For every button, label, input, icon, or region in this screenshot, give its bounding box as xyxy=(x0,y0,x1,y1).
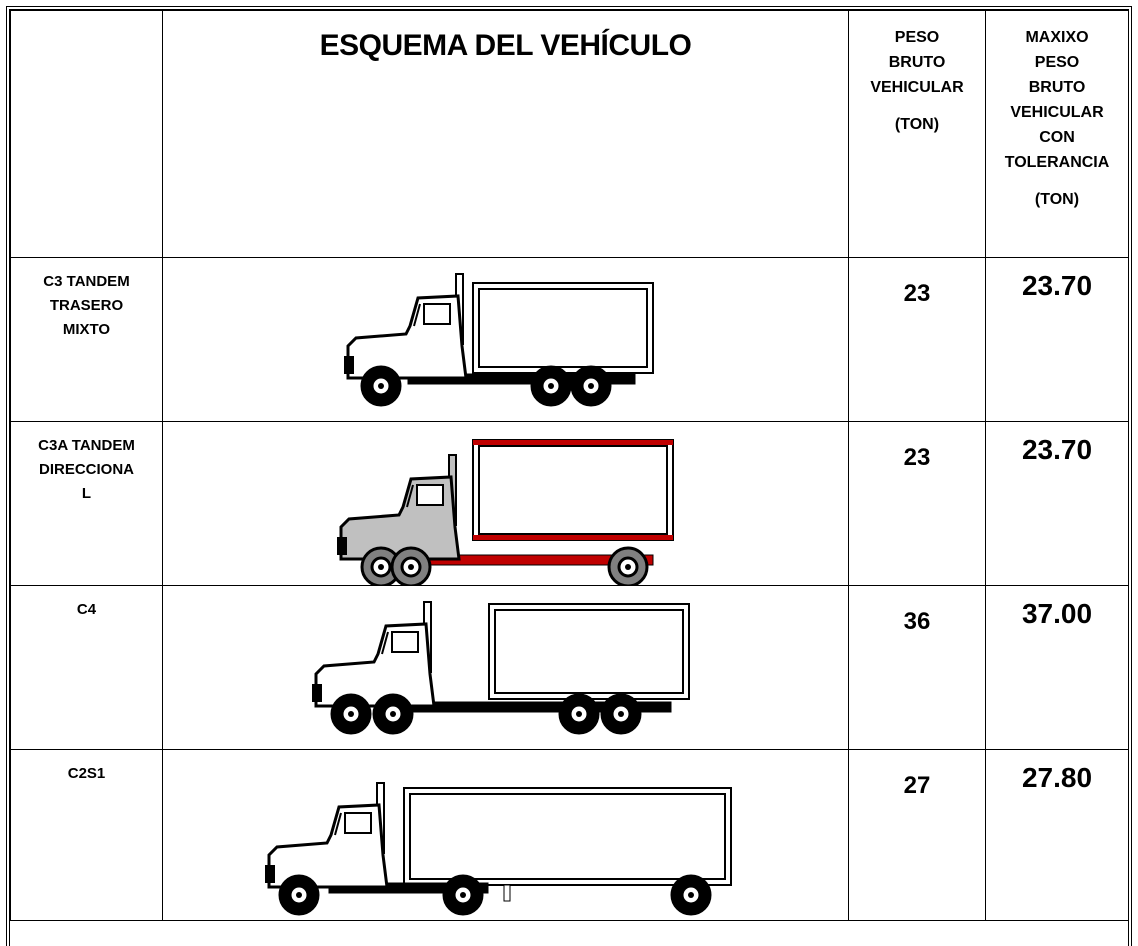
wheel-center xyxy=(378,564,384,570)
gross-weight-cell: 36 xyxy=(848,585,986,750)
header-text: ESQUEMA DEL VEHÍCULO xyxy=(319,29,692,62)
truck-drawing xyxy=(344,273,654,407)
scheme-cell xyxy=(162,257,849,422)
box-trim xyxy=(473,535,673,540)
max-weight-cell: 37.00 xyxy=(985,585,1129,750)
windshield xyxy=(381,631,389,655)
bumper xyxy=(337,537,347,555)
gross-weight: 23 xyxy=(903,444,931,471)
vehicle-class: MIXTO xyxy=(62,321,111,338)
cargo-box-inner xyxy=(494,609,684,694)
max-weight-cell: 27.80 xyxy=(985,749,1129,921)
vehicle-table: ESQUEMA DEL VEHÍCULO PESO BRUTO VEHICULA… xyxy=(10,10,1129,921)
vehicle-class-cell: C2S1 xyxy=(10,749,163,921)
cab-window xyxy=(391,631,419,653)
truck-drawing xyxy=(337,439,674,585)
header-text: CON xyxy=(1039,129,1075,146)
cargo-box-inner xyxy=(478,288,648,368)
vehicle-class: C3A TANDEM xyxy=(38,437,135,454)
wheel-center xyxy=(548,383,554,389)
bumper xyxy=(344,356,354,374)
header-text: MAXIXO xyxy=(1025,29,1089,46)
header-row: ESQUEMA DEL VEHÍCULO PESO BRUTO VEHICULA… xyxy=(10,10,1129,258)
scheme-cell xyxy=(162,421,849,586)
bumper xyxy=(265,865,275,883)
box-trim xyxy=(473,440,673,445)
table-frame: ESQUEMA DEL VEHÍCULO PESO BRUTO VEHICULA… xyxy=(6,6,1132,946)
truck-drawing xyxy=(265,782,732,916)
data-row: C4 36 37.00 xyxy=(10,585,1129,750)
max-weight: 23.70 xyxy=(1021,270,1093,301)
data-row: C3A TANDEM DIRECCIONA L 23 23.70 xyxy=(10,421,1129,586)
max-weight-cell: 23.70 xyxy=(985,421,1129,586)
wheel-center xyxy=(625,564,631,570)
cargo-box xyxy=(403,787,732,886)
data-row: C2S1 27 27.80 xyxy=(10,749,1129,921)
max-weight: 37.00 xyxy=(1021,598,1093,629)
header-cell: PESO BRUTO VEHICULAR (TON) xyxy=(848,10,986,258)
wheel-center xyxy=(348,711,354,717)
truck-drawing xyxy=(312,601,690,735)
vehicle-class: TRASERO xyxy=(49,297,124,314)
cargo-box-inner xyxy=(478,445,668,535)
wheel-center xyxy=(296,892,302,898)
cargo-box xyxy=(472,439,674,541)
header-cell: ESQUEMA DEL VEHÍCULO xyxy=(162,10,849,258)
vehicle-class-cell: C3 TANDEM TRASERO MIXTO xyxy=(10,257,163,422)
wheel-center xyxy=(688,892,694,898)
wheel-center xyxy=(378,383,384,389)
vehicle-class-cell: C3A TANDEM DIRECCIONA L xyxy=(10,421,163,586)
vehicle-class-cell: C4 xyxy=(10,585,163,750)
wheel-center xyxy=(460,892,466,898)
header-cell xyxy=(10,10,163,258)
windshield xyxy=(406,484,414,508)
wheel-center xyxy=(576,711,582,717)
cargo-box-inner xyxy=(409,793,726,880)
max-weight: 27.80 xyxy=(1021,762,1093,793)
cab-window xyxy=(416,484,444,506)
header-unit: (TON) xyxy=(1034,191,1080,208)
header-unit: (TON) xyxy=(894,116,940,133)
vehicle-class: C4 xyxy=(76,601,97,618)
gross-weight-cell: 27 xyxy=(848,749,986,921)
vehicle-class: C3 TANDEM xyxy=(43,273,130,290)
max-weight: 23.70 xyxy=(1021,434,1093,465)
header-text: VEHICULAR xyxy=(870,79,964,96)
wheel-center xyxy=(390,711,396,717)
max-weight-cell: 23.70 xyxy=(985,257,1129,422)
header-text: VEHICULAR xyxy=(1010,104,1104,121)
vehicle-class: C2S1 xyxy=(67,765,106,782)
cab-window xyxy=(344,812,372,834)
gross-weight: 27 xyxy=(903,772,931,799)
cargo-box xyxy=(488,603,690,700)
header-text: TOLERANCIA xyxy=(1004,154,1110,171)
vehicle-class: DIRECCIONA xyxy=(38,461,134,478)
gross-weight-cell: 23 xyxy=(848,421,986,586)
gross-weight: 36 xyxy=(903,608,931,635)
gross-weight-cell: 23 xyxy=(848,257,986,422)
header-text: PESO xyxy=(894,29,940,46)
cargo-box xyxy=(472,282,654,374)
header-text: PESO xyxy=(1034,54,1080,71)
vehicle-class: L xyxy=(81,485,92,502)
landing-gear xyxy=(503,884,511,902)
wheel-center xyxy=(588,383,594,389)
windshield xyxy=(334,812,342,836)
wheel-center xyxy=(618,711,624,717)
cab-window xyxy=(423,303,451,325)
data-row: C3 TANDEM TRASERO MIXTO 23 23.70 xyxy=(10,257,1129,422)
gross-weight: 23 xyxy=(903,280,931,307)
windshield xyxy=(413,303,421,327)
bumper xyxy=(312,684,322,702)
wheel-center xyxy=(408,564,414,570)
header-text: BRUTO xyxy=(1028,79,1086,96)
header-cell: MAXIXO PESO BRUTO VEHICULAR CON TOLERANC… xyxy=(985,10,1129,258)
scheme-cell xyxy=(162,585,849,750)
scheme-cell xyxy=(162,749,849,921)
header-text: BRUTO xyxy=(888,54,946,71)
